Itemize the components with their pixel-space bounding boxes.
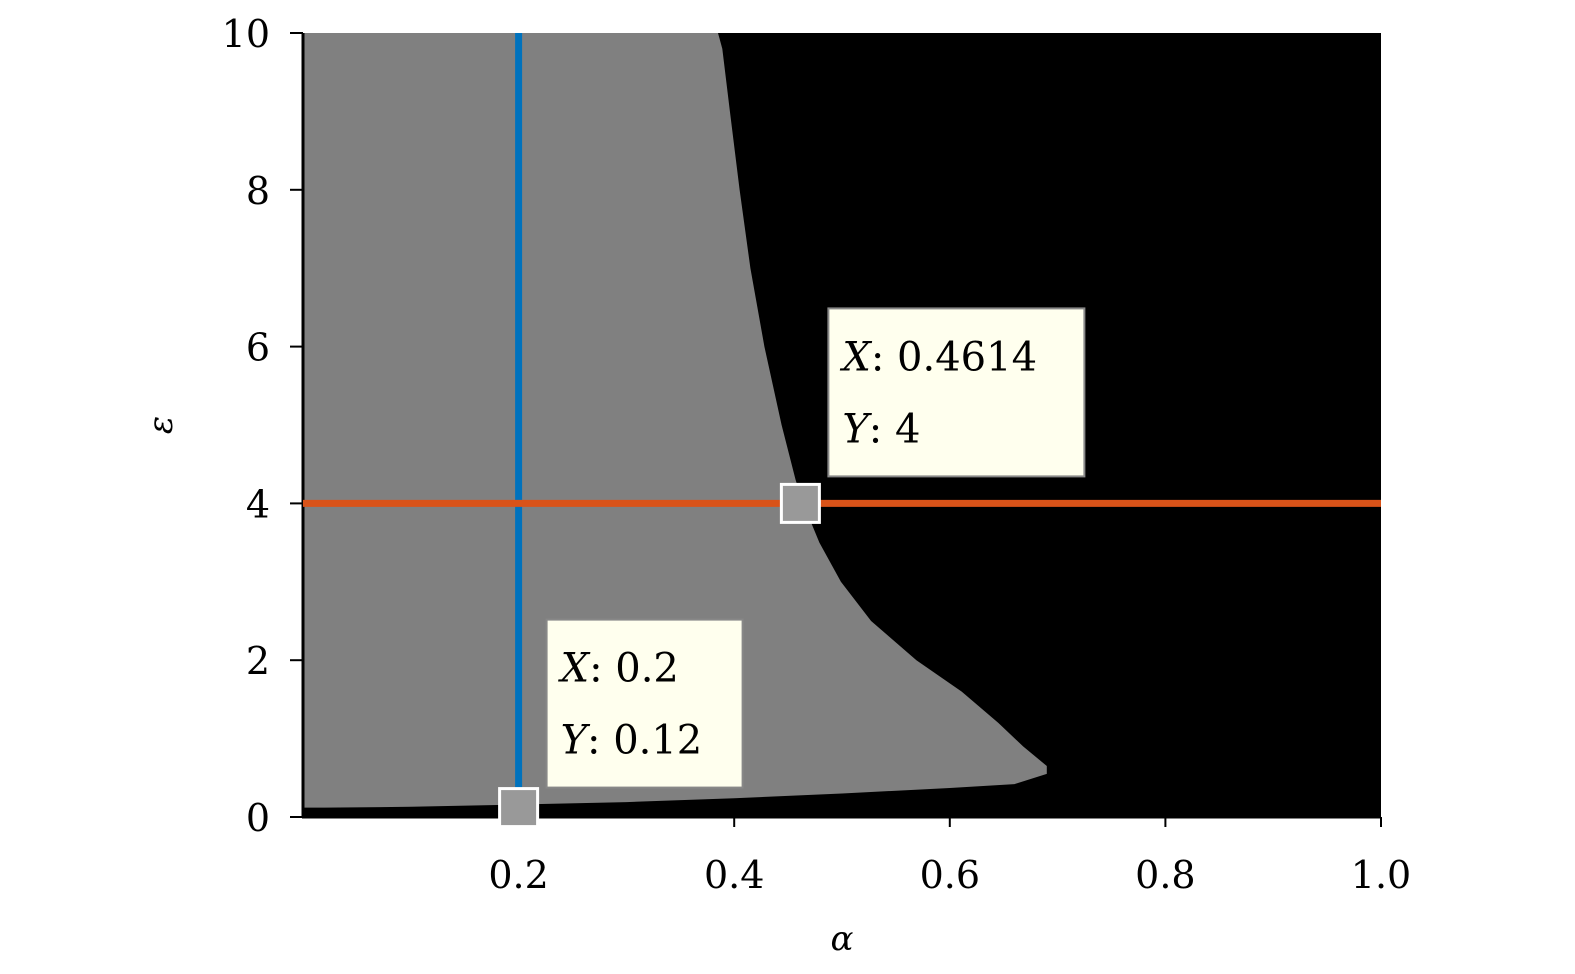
x-axis-label: α <box>831 919 854 959</box>
datatip-y-text: Y: 0.12 <box>561 718 703 764</box>
datatip-y-text: Y: 4 <box>842 406 920 452</box>
datatip-box <box>827 307 1086 478</box>
datatip-marker <box>498 787 540 829</box>
y-tick-label: 0 <box>246 796 270 840</box>
datatip-box <box>545 618 744 789</box>
x-tick-label: 0.6 <box>920 853 980 897</box>
datatip-x-text: X: 0.2 <box>558 646 679 692</box>
inside-region <box>303 33 1047 808</box>
y-axis-label: ε <box>141 416 181 434</box>
x-tick-label: 0.4 <box>704 853 764 897</box>
data-tips[interactable]: X: 0.4614 Y: 4 X: 0.2 Y: 0.12 <box>498 307 1086 829</box>
x-tick-label: 0.8 <box>1135 853 1195 897</box>
y-tick-label: 4 <box>246 482 270 526</box>
plot-area <box>303 33 1381 817</box>
y-tick-label: 2 <box>246 639 270 683</box>
x-tick-label: 1.0 <box>1351 853 1411 897</box>
datatip-x-text: X: 0.4614 <box>839 334 1037 380</box>
axes: 0.2 0.4 0.6 0.8 1.0 0 2 4 6 8 10 <box>222 12 1412 897</box>
datatip[interactable]: X: 0.4614 Y: 4 <box>779 307 1086 524</box>
datatip-marker <box>779 482 821 524</box>
datatip[interactable]: X: 0.2 Y: 0.12 <box>498 618 744 829</box>
overlay-lines <box>303 33 1381 817</box>
y-tick-label: 8 <box>246 169 270 213</box>
y-tick-label: 10 <box>222 12 270 56</box>
y-tick-label: 6 <box>246 326 270 370</box>
x-tick-label: 0.2 <box>488 853 548 897</box>
